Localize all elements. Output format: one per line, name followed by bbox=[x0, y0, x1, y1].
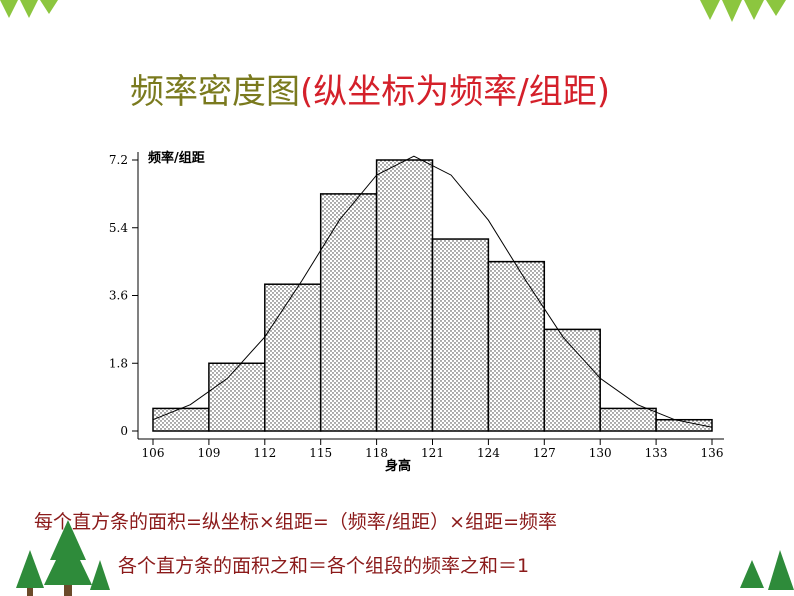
y-tick-label: 1.8 bbox=[109, 356, 128, 370]
bar bbox=[431, 238, 490, 432]
y-axis-label: 频率/组距 bbox=[148, 150, 205, 166]
note: 各个直方条的面积之和＝各个组段的频率之和＝1 bbox=[118, 555, 529, 577]
density-curve bbox=[152, 155, 713, 428]
x-tick-label: 133 bbox=[645, 446, 668, 460]
bar bbox=[655, 418, 713, 432]
bar bbox=[599, 407, 657, 432]
x-tick-label: 127 bbox=[533, 446, 556, 460]
bar bbox=[152, 407, 210, 432]
bar bbox=[319, 193, 378, 432]
bar bbox=[543, 328, 601, 432]
x-tick-label: 106 bbox=[142, 446, 165, 460]
y-tick-label: 7.2 bbox=[109, 153, 128, 167]
x-tick-label: 112 bbox=[253, 446, 276, 460]
x-tick-label: 109 bbox=[197, 446, 220, 460]
bar bbox=[487, 260, 546, 432]
chart-title: 频率密度图 bbox=[130, 72, 300, 112]
y-tick-label: 0 bbox=[120, 424, 128, 438]
y-tick-label: 5.4 bbox=[109, 221, 128, 235]
x-tick-label: 118 bbox=[365, 446, 388, 460]
x-tick-label: 121 bbox=[421, 446, 444, 460]
x-tick-label: 130 bbox=[589, 446, 612, 460]
x-axis-label: 身高 bbox=[385, 458, 411, 474]
note: 每个直方条的面积=纵坐标×组距=（频率/组距）×组距=频率 bbox=[34, 511, 557, 533]
bunting bbox=[0, 0, 786, 22]
x-tick-label: 115 bbox=[309, 446, 332, 460]
bar bbox=[208, 362, 266, 432]
y-tick-label: 3.6 bbox=[109, 289, 128, 303]
bar bbox=[375, 159, 434, 432]
x-tick-label: 124 bbox=[477, 446, 500, 460]
x-tick-label: 136 bbox=[701, 446, 724, 460]
chart-subtitle: (纵坐标为频率/组距) bbox=[300, 72, 610, 112]
bar bbox=[264, 283, 322, 432]
trees bbox=[16, 520, 794, 596]
